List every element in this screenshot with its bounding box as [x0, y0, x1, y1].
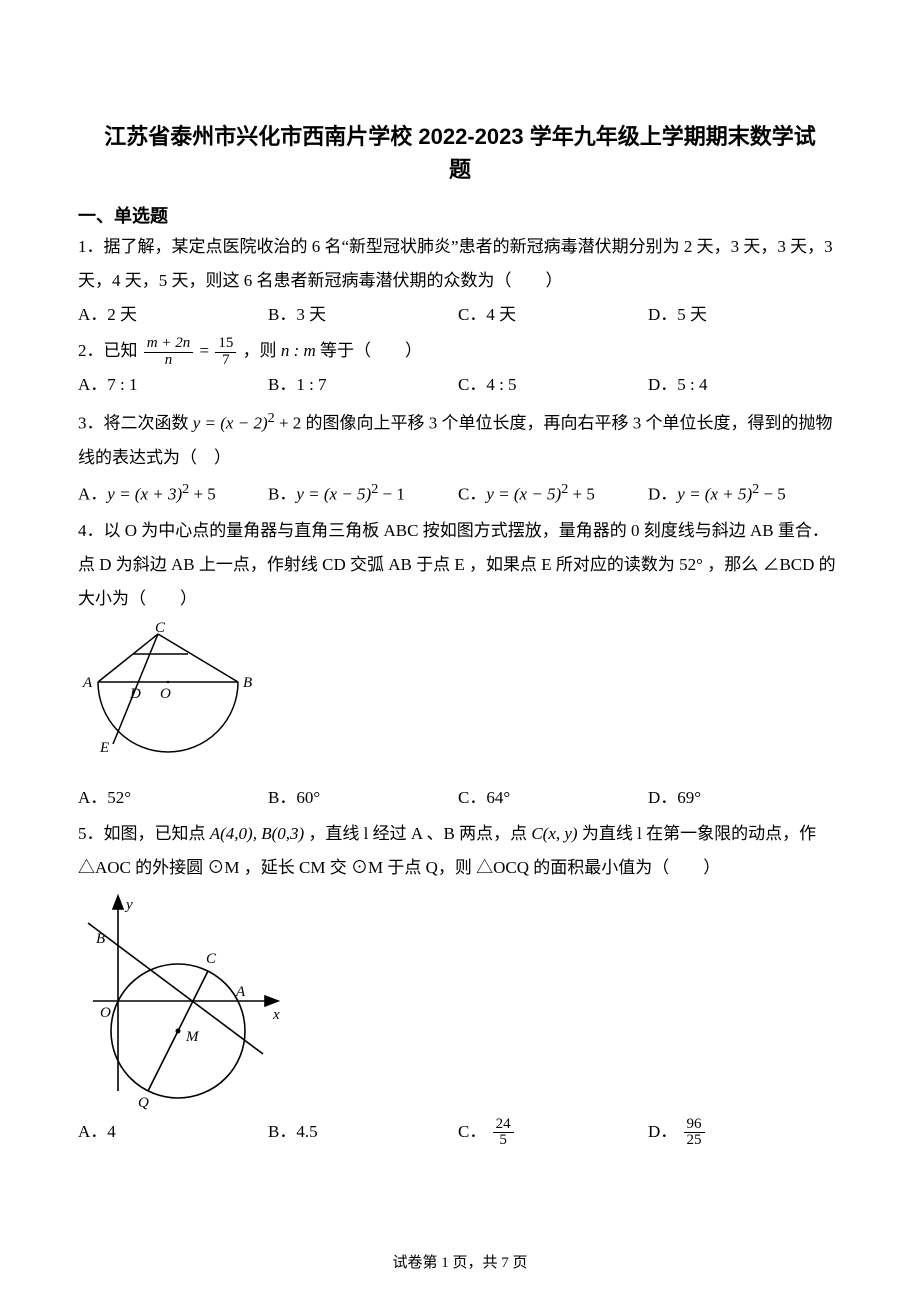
- q3c-pre: C．: [458, 485, 486, 504]
- q5-options: A．4 B．4.5 C． 24 5 D． 96 25: [78, 1115, 842, 1149]
- q5d-frac: 96 25: [682, 1117, 707, 1150]
- q5d-den: 25: [684, 1133, 705, 1149]
- q2-frac1-num: m + 2n: [144, 336, 193, 353]
- page: 江苏省泰州市兴化市西南片学校 2022-2023 学年九年级上学期期末数学试 题…: [0, 0, 920, 1302]
- q3b-tail: − 1: [378, 485, 405, 504]
- q3-sup: 2: [268, 410, 275, 426]
- q3-opt-b: B．y = (x − 5)2 − 1: [268, 475, 458, 512]
- question-5: 5．如图，已知点 A(4,0), B(0,3) ，直线 l 经过 A 、B 两点…: [78, 817, 842, 885]
- q4-opt-a: A．52°: [78, 781, 268, 815]
- q4-lbl-e: E: [99, 740, 109, 756]
- q1-opt-d: D．5 天: [648, 298, 838, 332]
- q4-figure: C A B D O E: [78, 622, 842, 777]
- q3-options: A．y = (x + 3)2 + 5 B．y = (x − 5)2 − 1 C．…: [78, 475, 842, 512]
- q4-lbl-o: O: [160, 686, 171, 702]
- q5d-pre: D．: [648, 1122, 677, 1141]
- q1-opt-c: C．4 天: [458, 298, 648, 332]
- q5-lbl-c: C: [206, 951, 217, 967]
- q5c-den: 5: [493, 1133, 514, 1149]
- question-4: 4．以 O 为中心点的量角器与直角三角板 ABC 按如图方式摆放，量角器的 0 …: [78, 514, 842, 616]
- q2-frac1: m + 2n n: [142, 336, 195, 369]
- question-3: 3．将二次函数 y = (x − 2)2 + 2 的图像向上平移 3 个单位长度…: [78, 404, 842, 475]
- q4-lbl-a: A: [82, 675, 93, 691]
- q3b-expr: y = (x − 5): [296, 485, 371, 504]
- q5-lbl-b: B: [96, 931, 105, 947]
- q3d-tail: − 5: [759, 485, 786, 504]
- q2-nm: n : m: [281, 341, 316, 360]
- q5c-frac: 24 5: [491, 1117, 516, 1150]
- q3a-pre: A．: [78, 485, 107, 504]
- question-1: 1．据了解，某定点医院收治的 6 名“新型冠状肺炎”患者的新冠病毒潜伏期分别为 …: [78, 230, 842, 298]
- q1-opt-a: A．2 天: [78, 298, 268, 332]
- q5-opt-b: B．4.5: [268, 1115, 458, 1149]
- q2-frac2-num: 15: [215, 336, 236, 353]
- q5-opt-c: C． 24 5: [458, 1115, 648, 1149]
- q2-suffix: 等于（ ）: [320, 341, 422, 360]
- q4-lbl-c: C: [155, 622, 166, 636]
- q2-mid: ，则: [243, 341, 281, 360]
- q5-svg: y x O B A C M Q: [78, 891, 288, 1111]
- q2-frac2-den: 7: [215, 353, 236, 369]
- q3-expr: y = (x − 2): [193, 414, 268, 433]
- q3c-expr: y = (x − 5): [486, 485, 561, 504]
- q4-opt-c: C．64°: [458, 781, 648, 815]
- q5-lbl-m: M: [185, 1029, 200, 1045]
- q3d-expr: y = (x + 5): [677, 485, 752, 504]
- q4-svg: C A B D O E: [78, 622, 263, 777]
- q5c-num: 24: [493, 1117, 514, 1134]
- title-line2: 题: [78, 153, 842, 186]
- q1-options: A．2 天 B．3 天 C．4 天 D．5 天: [78, 298, 842, 332]
- q2-frac1-den: n: [144, 353, 193, 369]
- q3-opt-c: C．y = (x − 5)2 + 5: [458, 475, 648, 512]
- q2-opt-d: D．5 : 4: [648, 368, 838, 402]
- q3-expr2: + 2: [275, 414, 302, 433]
- q3a-tail: + 5: [189, 485, 216, 504]
- q5-cpt: C(x, y): [531, 824, 577, 843]
- q5-p2: ，直线 l 经过 A 、B 两点，点: [308, 824, 531, 843]
- q4-opt-d: D．69°: [648, 781, 838, 815]
- q5-lbl-o: O: [100, 1005, 111, 1021]
- q3a-expr: y = (x + 3): [107, 485, 182, 504]
- q5d-num: 96: [684, 1117, 705, 1134]
- q4-options: A．52° B．60° C．64° D．69°: [78, 781, 842, 815]
- q3d-pre: D．: [648, 485, 677, 504]
- q2-prefix: 2．已知: [78, 341, 138, 360]
- q2-frac2: 15 7: [213, 336, 238, 369]
- q5-pts: A(4,0), B(0,3): [210, 824, 304, 843]
- q2-opt-b: B．1 : 7: [268, 368, 458, 402]
- q4-opt-b: B．60°: [268, 781, 458, 815]
- q5-lbl-q: Q: [138, 1095, 149, 1111]
- q5-figure: y x O B A C M Q: [78, 891, 842, 1111]
- page-footer: 试卷第 1 页，共 7 页: [0, 1251, 920, 1272]
- q3-opt-d: D．y = (x + 5)2 − 5: [648, 475, 838, 512]
- q2-opt-c: C．4 : 5: [458, 368, 648, 402]
- q5-lbl-x: x: [272, 1007, 280, 1023]
- question-2: 2．已知 m + 2n n = 15 7 ，则 n : m 等于（ ）: [78, 334, 842, 368]
- q5c-pre: C．: [458, 1122, 486, 1141]
- q4-lbl-d: D: [129, 686, 141, 702]
- q2-options: A．7 : 1 B．1 : 7 C．4 : 5 D．5 : 4: [78, 368, 842, 402]
- q2-eq: =: [199, 341, 213, 360]
- q4-lbl-b: B: [243, 675, 252, 691]
- q5-lbl-y: y: [124, 897, 133, 913]
- q1-opt-b: B．3 天: [268, 298, 458, 332]
- title-line1: 江苏省泰州市兴化市西南片学校 2022-2023 学年九年级上学期期末数学试: [78, 120, 842, 153]
- q3-p1: 3．将二次函数: [78, 414, 193, 433]
- q5-p1: 5．如图，已知点: [78, 824, 210, 843]
- q3c-tail: + 5: [568, 485, 595, 504]
- q5-opt-d: D． 96 25: [648, 1115, 838, 1149]
- q3b-pre: B．: [268, 485, 296, 504]
- q3-opt-a: A．y = (x + 3)2 + 5: [78, 475, 268, 512]
- section-heading: 一、单选题: [78, 202, 842, 228]
- q2-opt-a: A．7 : 1: [78, 368, 268, 402]
- q5-opt-a: A．4: [78, 1115, 268, 1149]
- q5-lbl-a: A: [235, 984, 246, 1000]
